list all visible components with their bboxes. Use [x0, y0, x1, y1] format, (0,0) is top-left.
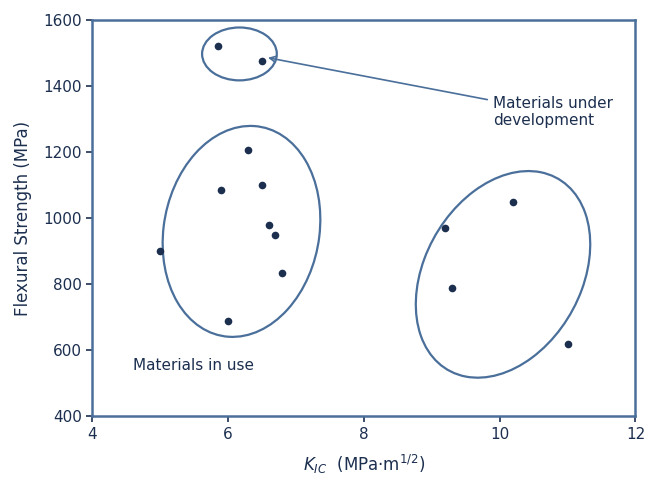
Text: Materials under
development: Materials under development — [270, 56, 613, 128]
Text: Materials in use: Materials in use — [133, 358, 254, 373]
Y-axis label: Flexural Strength (MPa): Flexural Strength (MPa) — [14, 121, 32, 316]
X-axis label: $K_{IC}$  (MPa·m$^{1/2}$): $K_{IC}$ (MPa·m$^{1/2}$) — [302, 453, 425, 476]
